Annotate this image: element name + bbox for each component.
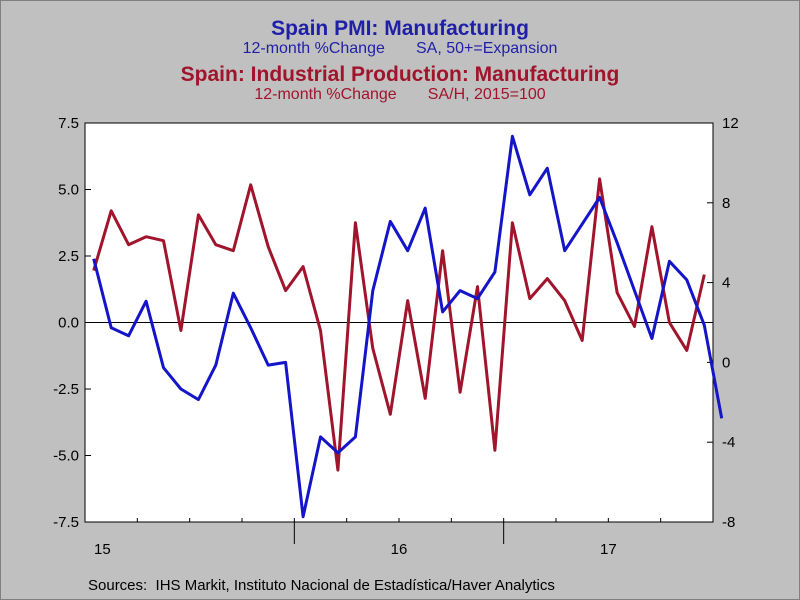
left-tick-label: -5.0 xyxy=(53,448,79,465)
pmi-title: Spain PMI: Manufacturing xyxy=(271,17,529,40)
right-tick-label: -8 xyxy=(722,514,735,531)
right-tick-label: 8 xyxy=(722,195,730,212)
x-year-label: 15 xyxy=(94,541,111,558)
source-note: Sources: IHS Markit, Instituto Nacional … xyxy=(88,577,555,594)
x-year-label: 17 xyxy=(600,541,617,558)
right-tick-label: -4 xyxy=(722,434,735,451)
right-tick-label: 4 xyxy=(722,275,730,292)
left-tick-label: 7.5 xyxy=(58,115,79,132)
ip-title: Spain: Industrial Production: Manufactur… xyxy=(180,63,620,86)
left-tick-label: 0.0 xyxy=(58,315,79,332)
pmi-subtitle: 12-month %Change SA, 50+=Expansion xyxy=(242,40,558,57)
x-year-label: 16 xyxy=(391,541,408,558)
pmi-series-line xyxy=(92,134,724,519)
left-tick-label: -7.5 xyxy=(53,514,79,531)
left-tick-label: -2.5 xyxy=(53,381,79,398)
left-tick-label: 2.5 xyxy=(58,248,79,265)
ip-series-line xyxy=(92,177,706,472)
right-tick-label: 0 xyxy=(722,354,730,371)
left-tick-label: 5.0 xyxy=(58,182,79,199)
ip-subtitle: 12-month %Change SA/H, 2015=100 xyxy=(254,86,546,103)
right-tick-label: 12 xyxy=(722,115,739,132)
